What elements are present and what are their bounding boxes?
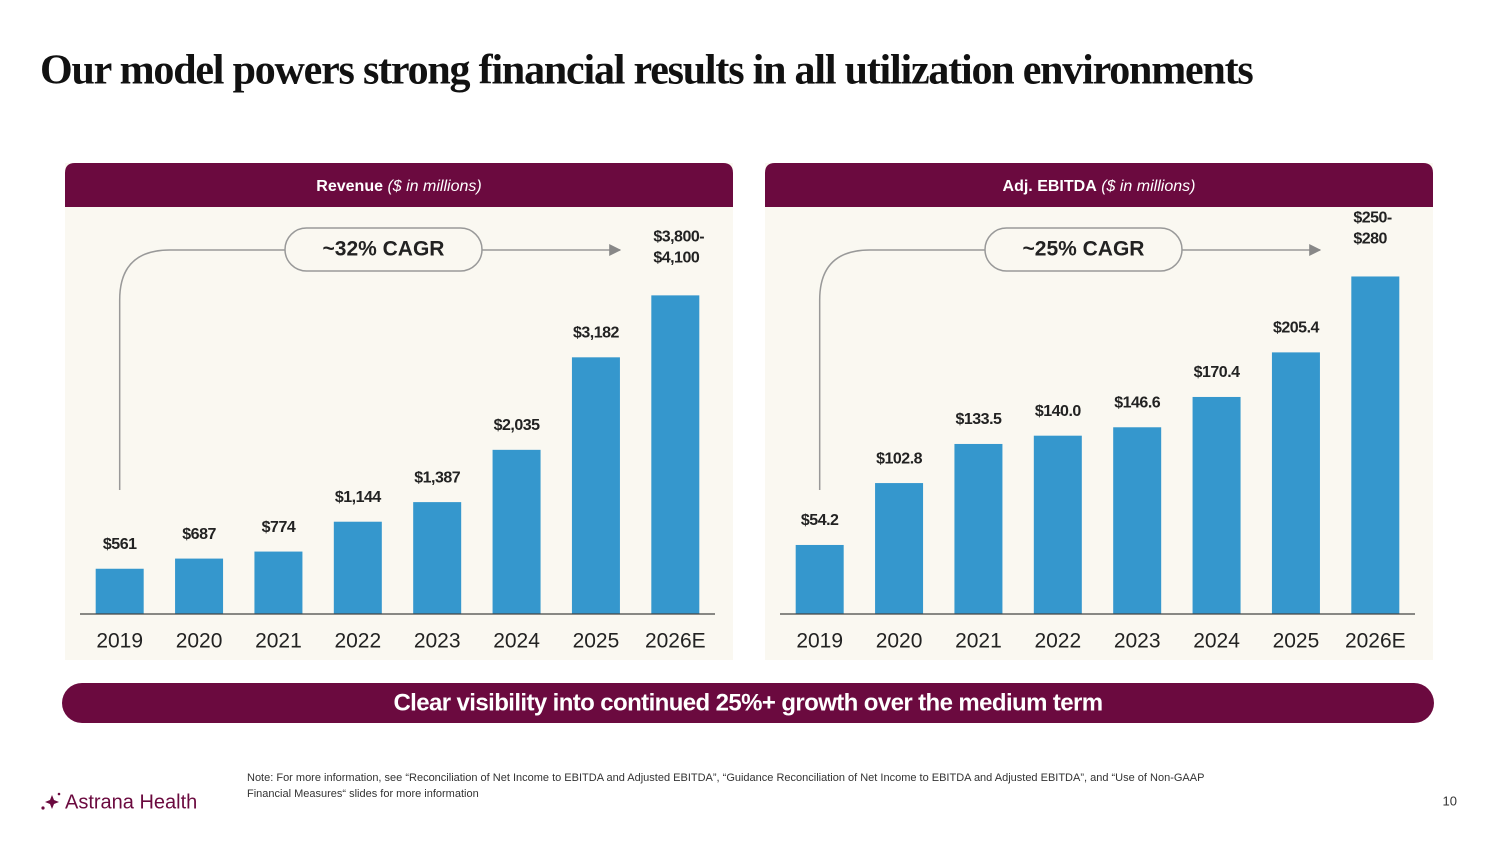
bar bbox=[954, 443, 1003, 614]
panel-title: Revenue ($ in millions) bbox=[316, 178, 481, 195]
bar bbox=[1113, 427, 1162, 614]
cagr-label: ~32% CAGR bbox=[323, 238, 445, 261]
slide-title: Our model powers strong financial result… bbox=[40, 48, 1253, 94]
value-label: $54.2 bbox=[801, 512, 839, 529]
value-label: $102.8 bbox=[876, 450, 923, 467]
value-label: $561 bbox=[103, 536, 137, 553]
bar bbox=[1271, 352, 1320, 614]
panel-title: Adj. EBITDA ($ in millions) bbox=[1003, 178, 1196, 195]
value-label: $2,035 bbox=[494, 417, 541, 434]
cagr-label: ~25% CAGR bbox=[1023, 238, 1145, 261]
x-tick-label: 2024 bbox=[493, 630, 540, 653]
value-label: $133.5 bbox=[955, 411, 1002, 428]
panel-title-unit: ($ in millions) bbox=[387, 178, 481, 195]
bar bbox=[651, 295, 700, 614]
value-label: $140.0 bbox=[1035, 403, 1082, 420]
cagr-connector bbox=[118, 249, 285, 490]
panel-title-unit: ($ in millions) bbox=[1101, 178, 1195, 195]
x-tick-label: 2023 bbox=[414, 630, 461, 653]
x-tick-label: 2025 bbox=[1273, 630, 1320, 653]
x-tick-label: 2022 bbox=[334, 630, 381, 653]
bar bbox=[1351, 276, 1400, 614]
x-tick-label: 2022 bbox=[1034, 630, 1081, 653]
note-line: Financial Measures“ slides for more info… bbox=[247, 788, 479, 800]
bar bbox=[1192, 396, 1241, 614]
bar bbox=[175, 558, 224, 614]
banner-bg bbox=[62, 683, 1434, 723]
x-tick-label: 2021 bbox=[255, 630, 302, 653]
x-tick-label: 2024 bbox=[1193, 630, 1240, 653]
panel-title-main: Adj. EBITDA bbox=[1003, 178, 1098, 195]
panel-header bbox=[765, 163, 1433, 207]
x-tick-label: 2021 bbox=[955, 630, 1002, 653]
value-label: $205.4 bbox=[1273, 320, 1320, 337]
value-label: $170.4 bbox=[1194, 364, 1241, 381]
value-label: $3,182 bbox=[573, 325, 620, 342]
bar bbox=[1033, 435, 1082, 614]
x-tick-label: 2026E bbox=[645, 630, 706, 653]
panel-header bbox=[65, 163, 733, 207]
note-line: Note: For more information, see “Reconci… bbox=[247, 772, 1204, 784]
value-label: $280 bbox=[1353, 231, 1387, 248]
bar bbox=[571, 357, 620, 614]
x-tick-label: 2025 bbox=[573, 630, 620, 653]
x-tick-label: 2019 bbox=[796, 630, 843, 653]
cagr-connector bbox=[818, 249, 985, 490]
banner-text: Clear visibility into continued 25%+ gro… bbox=[393, 689, 1102, 716]
value-label: $1,144 bbox=[335, 489, 382, 506]
value-label: $774 bbox=[262, 519, 296, 536]
value-label: $1,387 bbox=[414, 469, 461, 486]
logo-text: Astrana Health bbox=[65, 791, 197, 813]
value-label: $250- bbox=[1353, 210, 1392, 227]
bar bbox=[795, 544, 844, 614]
x-tick-label: 2023 bbox=[1114, 630, 1161, 653]
bar bbox=[413, 502, 462, 614]
value-label: $3,800- bbox=[653, 229, 704, 246]
panel-title-main: Revenue bbox=[316, 178, 383, 195]
logo-icon bbox=[41, 792, 61, 810]
value-label: $146.6 bbox=[1114, 394, 1161, 411]
x-tick-label: 2020 bbox=[176, 630, 223, 653]
bar bbox=[333, 521, 382, 614]
bar bbox=[95, 568, 144, 614]
value-label: $4,100 bbox=[653, 250, 700, 267]
bar bbox=[492, 449, 541, 614]
page-number: 10 bbox=[1443, 793, 1457, 808]
x-tick-label: 2026E bbox=[1345, 630, 1406, 653]
value-label: $687 bbox=[182, 526, 216, 543]
x-tick-label: 2020 bbox=[876, 630, 923, 653]
bar bbox=[875, 483, 924, 614]
x-tick-label: 2019 bbox=[96, 630, 143, 653]
bar bbox=[254, 551, 303, 614]
